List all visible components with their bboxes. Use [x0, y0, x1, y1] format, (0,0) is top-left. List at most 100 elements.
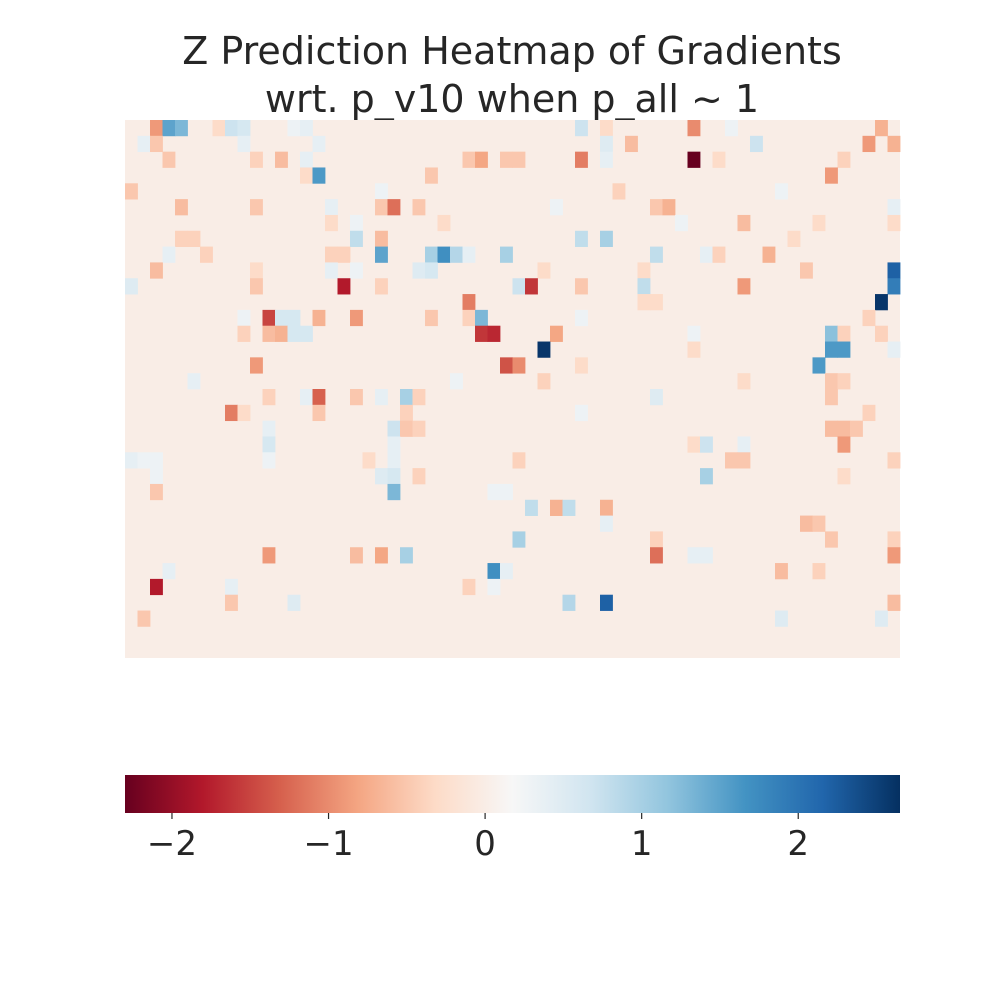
heatmap-cell: [438, 247, 451, 263]
heatmap-cell: [125, 452, 138, 468]
heatmap-cell: [288, 595, 301, 611]
heatmap-cell: [713, 247, 726, 263]
heatmap-cell: [700, 468, 713, 484]
heatmap-cell: [775, 183, 788, 199]
heatmap-cell: [375, 278, 388, 294]
heatmap-cell: [350, 231, 363, 247]
heatmap-cell: [263, 547, 276, 563]
heatmap-cell: [513, 531, 526, 547]
heatmap-cell: [813, 516, 826, 532]
heatmap-cell: [575, 310, 588, 326]
heatmap-cell: [513, 357, 526, 373]
heatmap-cell: [388, 468, 401, 484]
heatmap-cell: [488, 579, 501, 595]
heatmap-cell: [638, 294, 651, 310]
heatmap-cell: [425, 167, 438, 183]
heatmap-cell: [700, 547, 713, 563]
heatmap-cell: [575, 152, 588, 168]
heatmap-cell: [313, 136, 326, 152]
heatmap-cell: [163, 247, 176, 263]
heatmap-cell: [688, 120, 701, 136]
heatmap-cell: [838, 436, 851, 452]
colorbar-ticks: −2 −1 0 1 2: [147, 813, 809, 864]
heatmap-cell: [488, 563, 501, 579]
heatmap-cell: [463, 579, 476, 595]
heatmap-cell: [375, 468, 388, 484]
heatmap-cell: [225, 595, 238, 611]
heatmap-cell: [600, 595, 613, 611]
heatmap-cell: [725, 452, 738, 468]
heatmap-cell: [150, 452, 163, 468]
heatmap-cell: [413, 468, 426, 484]
heatmap-cell: [150, 262, 163, 278]
heatmap-cell: [650, 247, 663, 263]
heatmap-cell: [638, 278, 651, 294]
heatmap-cell: [500, 247, 513, 263]
heatmap-cell: [888, 342, 901, 358]
heatmap-cell: [888, 278, 901, 294]
heatmap-cell: [250, 278, 263, 294]
heatmap-cell: [388, 421, 401, 437]
heatmap-cell: [313, 389, 326, 405]
heatmap-cell: [313, 167, 326, 183]
heatmap-cell: [875, 611, 888, 627]
heatmap-cell: [688, 342, 701, 358]
heatmap-cell: [488, 484, 501, 500]
heatmap-cell: [888, 547, 901, 563]
chart-title-line-1: Z Prediction Heatmap of Gradients: [182, 29, 842, 73]
heatmap-cell: [538, 262, 551, 278]
heatmap-cell: [475, 326, 488, 342]
heatmap-cell: [738, 215, 751, 231]
heatmap-cell: [700, 436, 713, 452]
heatmap-cell: [238, 405, 251, 421]
heatmap-cell: [500, 152, 513, 168]
heatmap-cell: [688, 152, 701, 168]
colorbar-tick-label: 0: [474, 824, 496, 864]
heatmap-cell: [825, 531, 838, 547]
heatmap-cell: [800, 262, 813, 278]
heatmap-cell: [475, 152, 488, 168]
heatmap-cell: [688, 547, 701, 563]
heatmap-cell: [500, 484, 513, 500]
heatmap-cell: [263, 389, 276, 405]
heatmap-cell: [138, 611, 151, 627]
heatmap-cell: [250, 199, 263, 215]
colorbar-tick-label: −2: [147, 824, 197, 864]
heatmap-cell: [575, 278, 588, 294]
heatmap-cell: [575, 405, 588, 421]
heatmap-cell: [513, 152, 526, 168]
heatmap-cell: [725, 120, 738, 136]
heatmap-cell: [575, 120, 588, 136]
heatmap-cell: [263, 452, 276, 468]
heatmap-cell: [375, 183, 388, 199]
heatmap-cell: [463, 294, 476, 310]
heatmap-cell: [288, 120, 301, 136]
heatmap-cell: [188, 231, 201, 247]
heatmap-cell: [375, 389, 388, 405]
heatmap-cell: [463, 310, 476, 326]
heatmap-cell: [300, 152, 313, 168]
heatmap-cell: [150, 579, 163, 595]
heatmap-cell: [550, 199, 563, 215]
heatmap-cell: [125, 183, 138, 199]
heatmap-cell: [700, 247, 713, 263]
heatmap-cell: [688, 436, 701, 452]
heatmap-cell: [388, 436, 401, 452]
heatmap-cell: [175, 231, 188, 247]
heatmap-cell: [463, 247, 476, 263]
heatmap-cell: [838, 468, 851, 484]
heatmap-cell: [825, 167, 838, 183]
heatmap-cell: [175, 120, 188, 136]
heatmap-cell: [275, 310, 288, 326]
heatmap-cell: [450, 373, 463, 389]
heatmap-cell: [825, 342, 838, 358]
heatmap-cell: [525, 500, 538, 516]
heatmap-cell: [288, 326, 301, 342]
heatmap-cell: [563, 595, 576, 611]
heatmap-cell: [650, 531, 663, 547]
heatmap-cell: [738, 278, 751, 294]
heatmap-cell: [825, 421, 838, 437]
heatmap-cell: [250, 357, 263, 373]
heatmap-cell: [325, 247, 338, 263]
heatmap-cell: [425, 262, 438, 278]
